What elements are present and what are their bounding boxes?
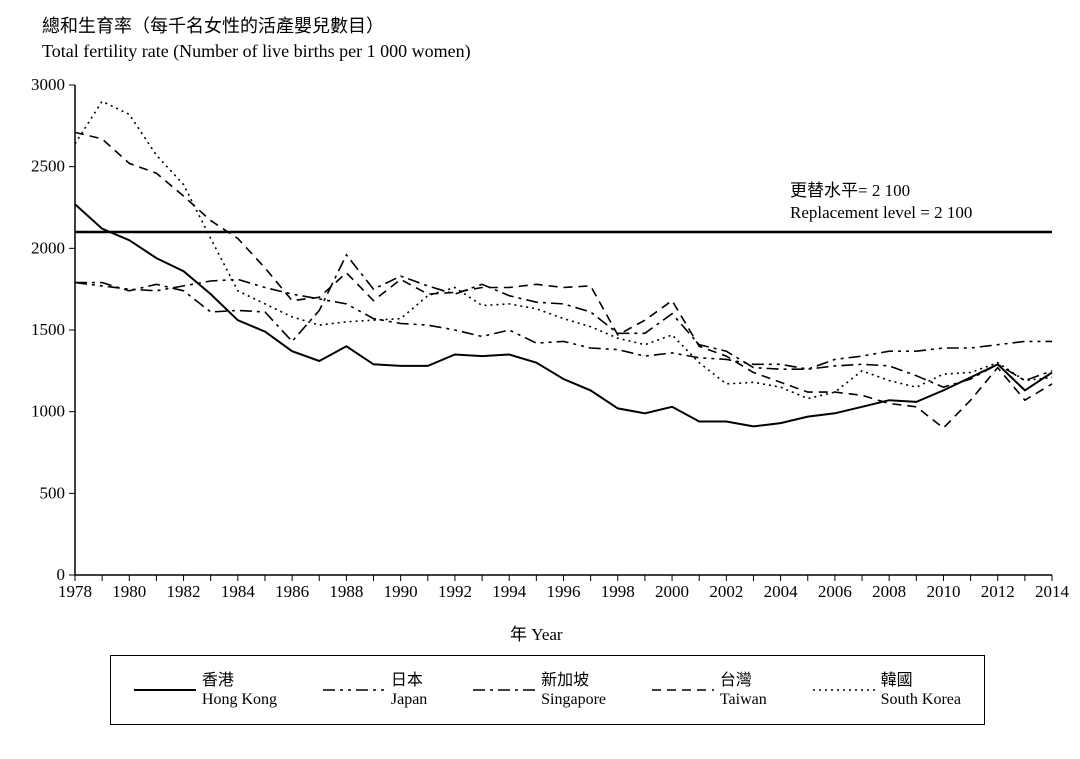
svg-text:500: 500 — [40, 483, 66, 502]
legend-swatch-kr — [813, 680, 875, 700]
svg-text:2000: 2000 — [31, 238, 65, 257]
svg-text:1000: 1000 — [31, 402, 65, 421]
legend-swatch-sg — [473, 680, 535, 700]
legend-label-kr: 韓國South Korea — [881, 671, 961, 709]
svg-text:1986: 1986 — [275, 582, 309, 601]
svg-text:2004: 2004 — [764, 582, 799, 601]
legend-label-tw: 台灣Taiwan — [720, 671, 767, 709]
legend-item-sg: 新加坡Singapore — [473, 671, 606, 709]
series-tw — [75, 132, 1052, 428]
replacement-level-label: 更替水平= 2 100 Replacement level = 2 100 — [790, 180, 972, 224]
series-jp — [75, 279, 1052, 369]
x-axis-label: 年 Year — [510, 620, 563, 645]
legend-item-jp: 日本Japan — [323, 671, 427, 709]
legend-item-kr: 韓國South Korea — [813, 671, 961, 709]
svg-text:1982: 1982 — [167, 582, 201, 601]
replacement-en: Replacement level = 2 100 — [790, 203, 972, 222]
legend-swatch-hk — [134, 680, 196, 700]
svg-text:1992: 1992 — [438, 582, 472, 601]
svg-text:2500: 2500 — [31, 157, 65, 176]
legend-item-tw: 台灣Taiwan — [652, 671, 767, 709]
svg-text:2006: 2006 — [818, 582, 852, 601]
svg-text:3000: 3000 — [31, 75, 65, 94]
svg-text:1984: 1984 — [221, 582, 256, 601]
svg-text:1500: 1500 — [31, 320, 65, 339]
svg-text:1988: 1988 — [329, 582, 363, 601]
series-hk — [75, 204, 1052, 426]
legend-item-hk: 香港Hong Kong — [134, 671, 277, 709]
svg-text:1996: 1996 — [547, 582, 581, 601]
legend: 香港Hong Kong 日本Japan 新加坡Singapore 台灣Taiwan 韓國… — [110, 655, 985, 725]
legend-swatch-jp — [323, 680, 385, 700]
fertility-line-chart: 0500100015002000250030001978198019821984… — [0, 0, 1080, 759]
svg-text:2008: 2008 — [872, 582, 906, 601]
legend-label-sg: 新加坡Singapore — [541, 671, 606, 709]
svg-text:1994: 1994 — [492, 582, 527, 601]
legend-label-jp: 日本Japan — [391, 671, 427, 709]
svg-text:1998: 1998 — [601, 582, 635, 601]
svg-text:2014: 2014 — [1035, 582, 1070, 601]
legend-label-hk: 香港Hong Kong — [202, 671, 277, 709]
svg-text:2010: 2010 — [926, 582, 960, 601]
legend-swatch-tw — [652, 680, 714, 700]
svg-text:1980: 1980 — [112, 582, 146, 601]
svg-text:1990: 1990 — [384, 582, 418, 601]
svg-text:2002: 2002 — [709, 582, 743, 601]
series-sg — [75, 255, 1052, 387]
svg-text:2000: 2000 — [655, 582, 689, 601]
svg-text:2012: 2012 — [981, 582, 1015, 601]
svg-text:1978: 1978 — [58, 582, 92, 601]
series-kr — [75, 101, 1052, 398]
replacement-zh: 更替水平= 2 100 — [790, 181, 910, 200]
